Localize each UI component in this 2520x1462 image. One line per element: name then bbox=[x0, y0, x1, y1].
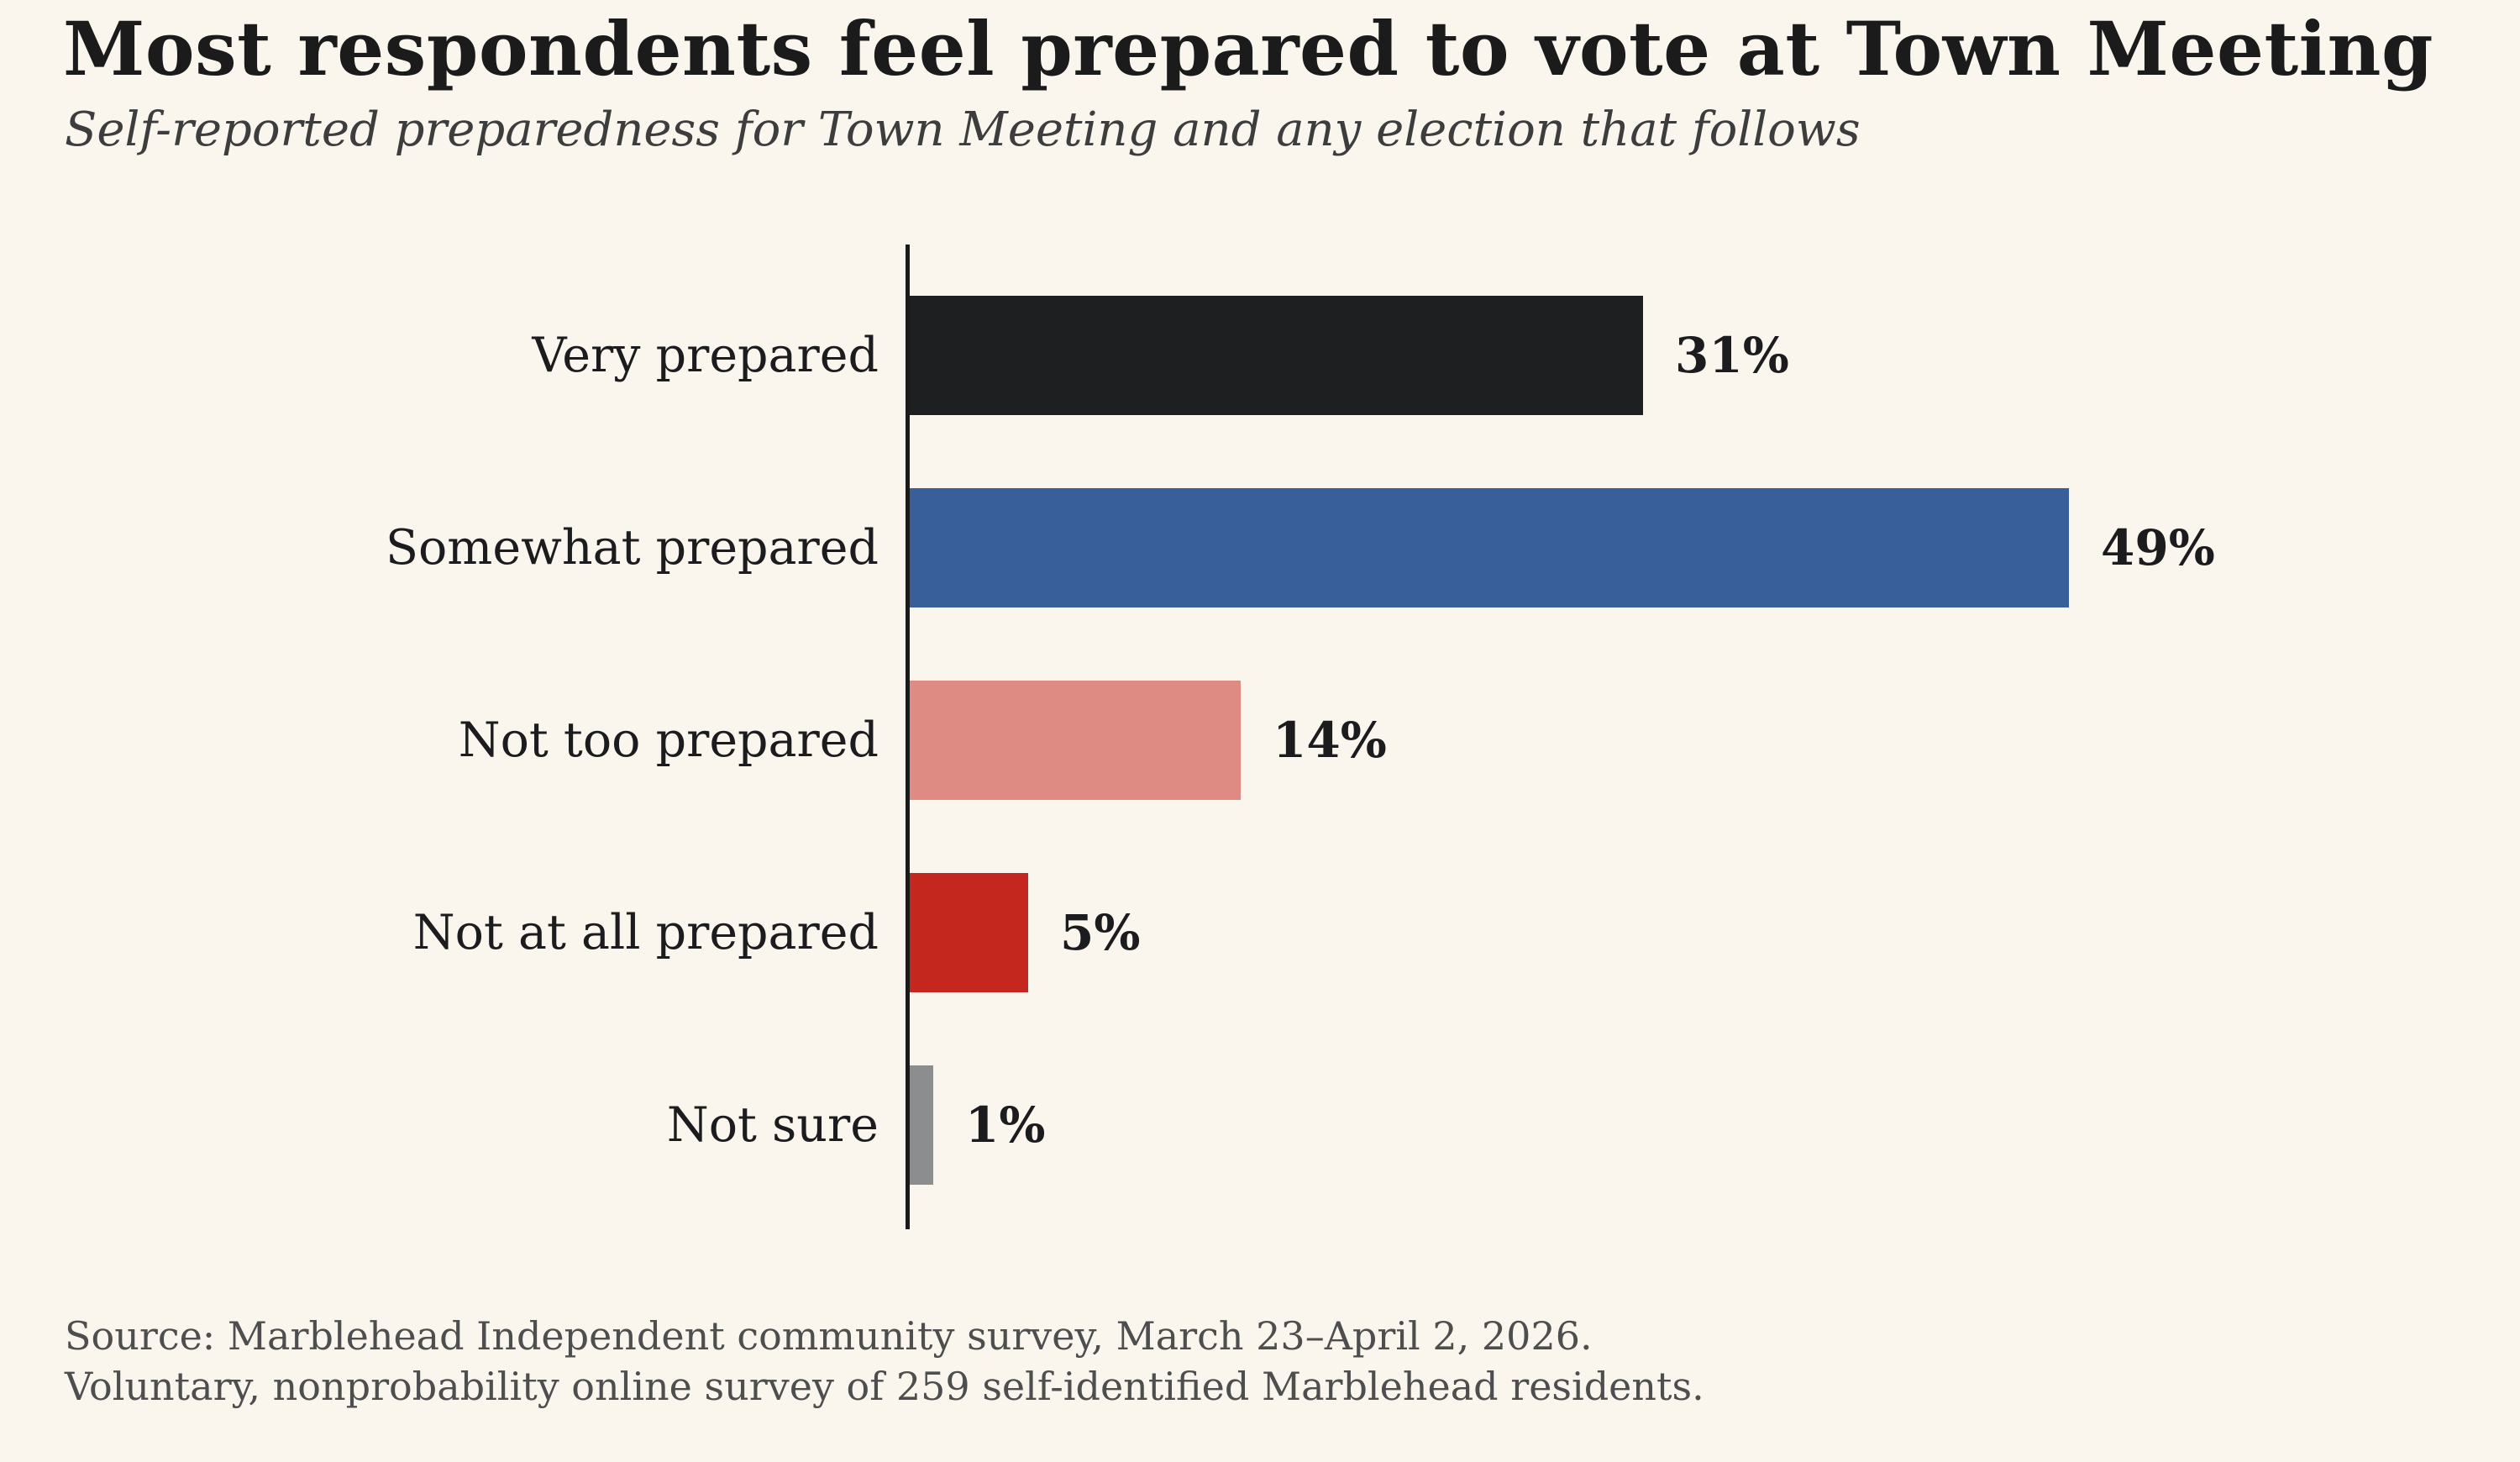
bar-not-at-all-prepared bbox=[910, 873, 1028, 992]
category-label: Very prepared bbox=[532, 328, 879, 383]
value-label: 49% bbox=[2101, 519, 2215, 576]
category-label: Somewhat prepared bbox=[385, 520, 879, 576]
source-note: Source: Marblehead Independent community… bbox=[65, 1311, 1704, 1412]
source-line-2: Voluntary, nonprobability online survey … bbox=[65, 1364, 1704, 1409]
category-label: Not at all prepared bbox=[412, 905, 879, 960]
chart-subtitle: Self-reported preparedness for Town Meet… bbox=[65, 103, 1861, 157]
source-line-1: Source: Marblehead Independent community… bbox=[65, 1313, 1593, 1359]
bar-not-sure bbox=[910, 1065, 933, 1185]
value-label: 5% bbox=[1060, 904, 1141, 961]
y-axis-line bbox=[906, 245, 910, 1229]
value-label: 31% bbox=[1675, 327, 1789, 384]
category-label: Not sure bbox=[666, 1097, 879, 1153]
bar-somewhat-prepared bbox=[910, 488, 2069, 607]
chart-title: Most respondents feel prepared to vote a… bbox=[63, 5, 2434, 92]
value-label: 1% bbox=[965, 1096, 1046, 1154]
bar-very-prepared bbox=[910, 296, 1643, 415]
value-label: 14% bbox=[1273, 712, 1387, 769]
bar-not-too-prepared bbox=[910, 681, 1241, 800]
category-label: Not too prepared bbox=[458, 713, 879, 768]
